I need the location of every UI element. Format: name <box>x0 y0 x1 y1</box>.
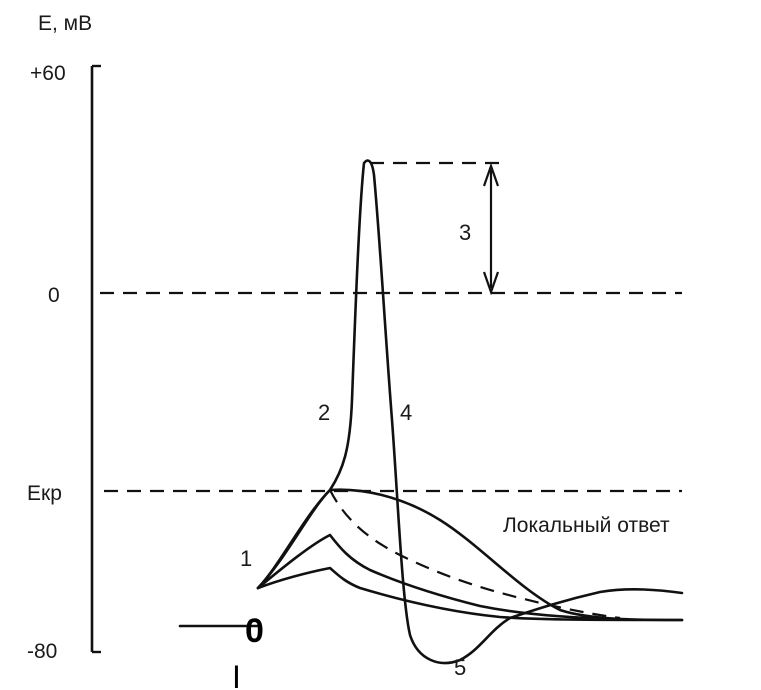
phase-label-1: 1 <box>240 546 252 571</box>
phase-label-4: 4 <box>400 400 412 425</box>
phase-label-5: 5 <box>454 655 466 680</box>
action-potential-curve <box>256 159 684 665</box>
local-response-medium-curve <box>256 533 622 621</box>
y-tick-label-zero: 0 <box>48 284 60 307</box>
y-axis <box>90 64 101 654</box>
local-response-label: Локальный ответ <box>503 514 670 537</box>
stimulus-mark: I <box>232 659 241 690</box>
local-response-threshold-curve <box>256 488 684 622</box>
y-axis-label: E, мВ <box>38 12 92 35</box>
y-tick-label-top: +60 <box>30 62 66 85</box>
local-response-dashed-curve <box>329 489 621 620</box>
y-tick-label-bottom: -80 <box>27 640 57 663</box>
y-tick-label-threshold: Екр <box>27 482 62 505</box>
phase-label-3: 3 <box>459 220 471 245</box>
origin-label: 0 <box>245 612 264 650</box>
overshoot-arrow <box>482 162 500 296</box>
local-response-small-curve <box>256 566 684 622</box>
phase-label-2: 2 <box>318 400 330 425</box>
